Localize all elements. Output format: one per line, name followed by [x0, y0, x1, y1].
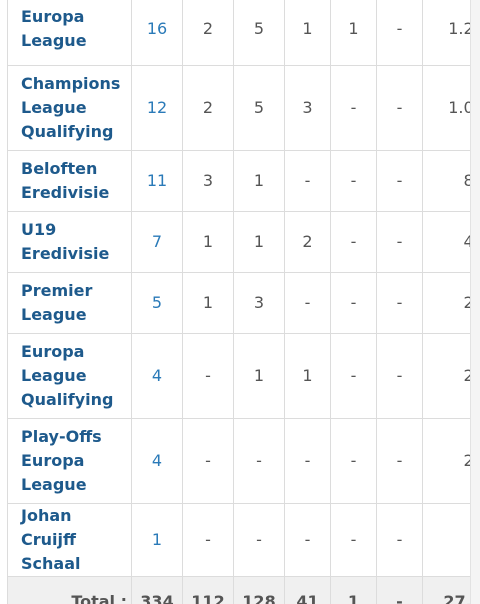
- stat-cell: -: [182, 333, 234, 419]
- stat-cell: 1: [330, 0, 377, 66]
- total-cell: 41: [284, 576, 331, 604]
- table-row: Beloften Eredivisie 11 3 1 - - - 819: [7, 150, 480, 212]
- total-cell: -: [376, 576, 423, 604]
- competition-link[interactable]: Champions League Qualifying: [7, 65, 132, 151]
- total-label: Total :: [7, 576, 132, 604]
- stat-cell: 2: [182, 0, 234, 66]
- stat-cell: 3: [233, 272, 285, 334]
- appearances-link[interactable]: 11: [131, 150, 183, 212]
- total-cell: 334: [131, 576, 183, 604]
- competition-link[interactable]: Beloften Eredivisie: [7, 150, 132, 212]
- table-row: Play-Offs Europa League 4 - - - - - 299: [7, 418, 480, 504]
- competition-link[interactable]: U19 Eredivisie: [7, 211, 132, 273]
- competition-link[interactable]: Europa League: [7, 0, 132, 66]
- table-row: U19 Eredivisie 7 1 1 2 - - 456: [7, 211, 480, 273]
- stat-cell: 2: [182, 65, 234, 151]
- stat-cell: -: [376, 272, 423, 334]
- appearances-link[interactable]: 5: [131, 272, 183, 334]
- stat-cell: 1: [284, 0, 331, 66]
- career-stats-table: Europa League 16 2 5 1 1 - 1.243 Champio…: [7, 0, 480, 604]
- stat-cell: 1: [182, 211, 234, 273]
- table-row: Johan Cruijff Schaal 1 - - - - - 31: [7, 503, 480, 577]
- stat-cell: -: [376, 150, 423, 212]
- stat-cell: -: [182, 418, 234, 504]
- table-row: Europa League Qualifying 4 - 1 1 - - 278: [7, 333, 480, 419]
- stat-cell: 3: [182, 150, 234, 212]
- stat-cell: 1: [233, 333, 285, 419]
- stat-cell: -: [376, 0, 423, 66]
- total-row: Total : 334 112 128 41 1 - 27.33: [7, 576, 480, 604]
- appearances-link[interactable]: 12: [131, 65, 183, 151]
- appearances-link[interactable]: 16: [131, 0, 183, 66]
- total-cell: 112: [182, 576, 234, 604]
- stat-cell: -: [330, 211, 377, 273]
- competition-link[interactable]: Play-Offs Europa League: [7, 418, 132, 504]
- stat-cell: -: [233, 503, 285, 577]
- stat-cell: -: [330, 150, 377, 212]
- stat-cell: 3: [284, 65, 331, 151]
- table-row: Europa League 16 2 5 1 1 - 1.243: [7, 0, 480, 66]
- appearances-link[interactable]: 4: [131, 418, 183, 504]
- stat-cell: -: [376, 211, 423, 273]
- stat-cell: -: [376, 418, 423, 504]
- stat-cell: -: [330, 272, 377, 334]
- competition-link[interactable]: Europa League Qualifying: [7, 333, 132, 419]
- competition-link[interactable]: Premier League: [7, 272, 132, 334]
- table-row: Premier League 5 1 3 - - - 277: [7, 272, 480, 334]
- stat-cell: 1: [233, 211, 285, 273]
- stat-cell: 5: [233, 65, 285, 151]
- table-row: Champions League Qualifying 12 2 5 3 - -…: [7, 65, 480, 151]
- stat-cell: -: [376, 333, 423, 419]
- stat-cell: -: [330, 503, 377, 577]
- stat-cell: -: [284, 272, 331, 334]
- stat-cell: -: [330, 65, 377, 151]
- stat-cell: -: [330, 333, 377, 419]
- stat-cell: -: [376, 65, 423, 151]
- stat-cell: -: [182, 503, 234, 577]
- appearances-link[interactable]: 4: [131, 333, 183, 419]
- stat-cell: 1: [233, 150, 285, 212]
- stat-cell: -: [284, 418, 331, 504]
- competition-link[interactable]: Johan Cruijff Schaal: [7, 503, 132, 577]
- stat-cell: 1: [182, 272, 234, 334]
- stat-cell: -: [330, 418, 377, 504]
- stat-cell: 2: [284, 211, 331, 273]
- stat-cell: -: [376, 503, 423, 577]
- stat-cell: -: [284, 503, 331, 577]
- stat-cell: -: [284, 150, 331, 212]
- vertical-scrollbar[interactable]: [470, 0, 480, 604]
- total-cell: 128: [233, 576, 285, 604]
- stat-cell: 1: [284, 333, 331, 419]
- appearances-link[interactable]: 1: [131, 503, 183, 577]
- total-cell: 1: [330, 576, 377, 604]
- stat-cell: 5: [233, 0, 285, 66]
- appearances-link[interactable]: 7: [131, 211, 183, 273]
- stat-cell: -: [233, 418, 285, 504]
